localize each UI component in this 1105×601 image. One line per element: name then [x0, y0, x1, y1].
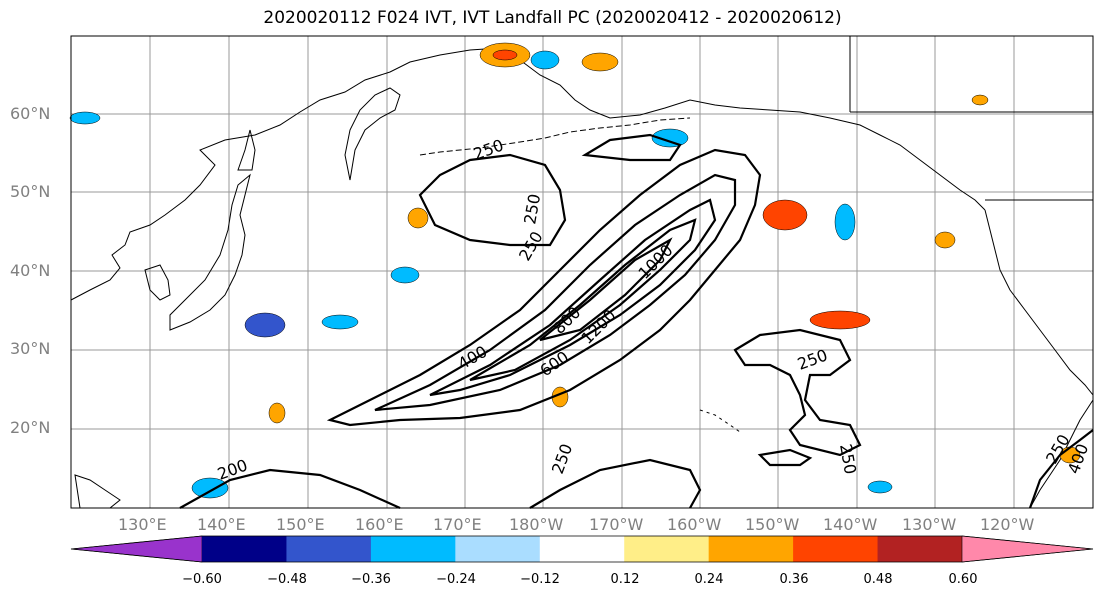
hawaii-islands: [699, 409, 741, 433]
coastlines: [70, 36, 1094, 509]
colorbar-tick-label: 0.24: [694, 572, 724, 587]
ivt-anomaly-positive: [581, 52, 619, 72]
ivt-anomaly-negative: [651, 128, 689, 148]
lon-label: 160°E: [355, 515, 404, 534]
ivt-contour: [757, 448, 813, 467]
colorbar-segment: [539, 536, 625, 562]
lat-label: 30°N: [10, 339, 51, 358]
lat-label: 50°N: [10, 182, 51, 201]
colorbar-tick-label: −0.12: [520, 572, 560, 587]
colorbar-tick-label: 0.48: [863, 572, 893, 587]
colorbar-tick-label: 0.60: [948, 572, 978, 587]
colorbar-tick-label: 0.36: [779, 572, 809, 587]
colorbar-segment: [370, 536, 456, 562]
canada-border: [849, 36, 1093, 201]
lon-label: 150°E: [276, 515, 325, 534]
ivt-anomaly-negative: [530, 50, 560, 70]
alaska-coastline: [499, 47, 986, 211]
ivt-contour: [179, 468, 401, 510]
colorbar-outline: [70, 535, 1094, 563]
ivt-anomaly-positive: [934, 231, 956, 249]
lon-label: 170°W: [589, 515, 644, 534]
colorbar-extend-low: [70, 535, 203, 563]
colorbar-tick-label: −0.48: [267, 572, 307, 587]
aleutian-islands: [419, 117, 691, 156]
colorbar-tick-label: 0.12: [610, 572, 640, 587]
asia-coastline: [70, 47, 501, 301]
ivt-contour: [529, 458, 702, 509]
sakhalin-coastline: [237, 129, 256, 171]
ivt-anomaly-negative: [867, 480, 893, 494]
colorbar-segment: [877, 536, 963, 562]
ivt-contour: [469, 218, 697, 382]
colorbar-segment: [708, 536, 794, 562]
ivt-anomaly-negative: [191, 477, 229, 499]
lon-label: 120°W: [980, 515, 1035, 534]
ivt-shading: [69, 42, 1081, 499]
lat-label: 60°N: [10, 104, 51, 123]
colorbar-tick-label: −0.60: [182, 572, 222, 587]
map-plot-area: 250 250 250 400 600 800 1000 1200 250 25…: [69, 35, 1094, 510]
lon-label: 180°W: [509, 515, 564, 534]
lat-label: 20°N: [10, 418, 51, 437]
ivt-contour: [326, 148, 762, 427]
ivt-contour: [429, 198, 717, 397]
colorbar-segment: [286, 536, 372, 562]
kamchatka-coastline: [344, 87, 401, 181]
japan-coastline: [169, 173, 251, 331]
ivt-anomaly-negative: [390, 266, 420, 284]
ivt-contour: [733, 328, 862, 457]
lon-label: 140°W: [823, 515, 878, 534]
ivt-contour: [374, 173, 737, 412]
colorbar-segment: [793, 536, 879, 562]
lon-label: 170°E: [433, 515, 482, 534]
colorbar-extend-high: [961, 535, 1094, 563]
lon-label: 130°E: [118, 515, 167, 534]
colorbar: [70, 535, 1094, 563]
colorbar-segment: [202, 536, 287, 562]
ivt-anomaly-positive: [971, 94, 989, 106]
ivt-anomaly-positive: [268, 402, 286, 424]
ivt-anomaly-negative: [69, 111, 101, 125]
ivt-anomaly-positive: [407, 207, 429, 229]
ivt-contour: [418, 153, 567, 247]
lon-label: 160°W: [667, 515, 722, 534]
lon-label: 130°W: [902, 515, 957, 534]
korea-coastline: [144, 264, 171, 301]
north-america-coastline: [984, 209, 1094, 396]
colorbar-segment: [455, 536, 541, 562]
ivt-contour: [539, 237, 673, 342]
colorbar-tick-label: −0.36: [351, 572, 391, 587]
ivt-anomaly-negative: [244, 312, 286, 338]
ivt-contours: [179, 133, 1094, 510]
lon-label: 140°E: [197, 515, 246, 534]
colorbar-segment: [624, 536, 710, 562]
ivt-contour: [581, 133, 682, 162]
lon-label: 150°W: [745, 515, 800, 534]
ivt-anomaly-positive: [762, 199, 808, 231]
ivt-anomaly-positive: [809, 310, 871, 330]
map-frame: [70, 35, 1094, 509]
ivt-contour: [1028, 429, 1094, 509]
ivt-anomaly-positive: [492, 49, 518, 61]
lat-label: 40°N: [10, 261, 51, 280]
mexico-coastline: [1029, 399, 1094, 509]
ivt-anomaly-negative: [321, 314, 359, 330]
ivt-anomaly-negative: [834, 203, 856, 241]
colorbar-tick-label: −0.24: [436, 572, 476, 587]
map-title: 2020020112 F024 IVT, IVT Landfall PC (20…: [263, 8, 842, 28]
